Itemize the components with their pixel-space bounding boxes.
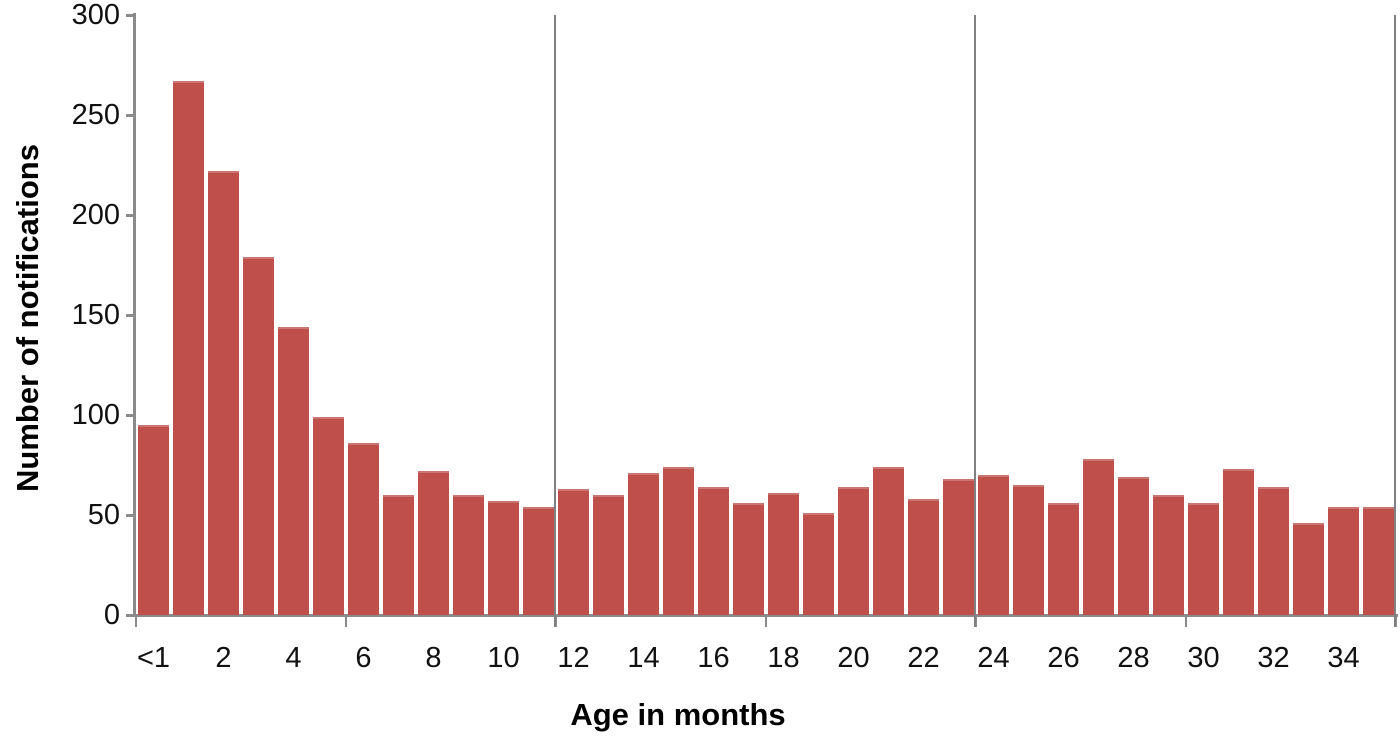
y-tick-200 [126,214,135,217]
x-tick-label-34: 34 [1327,642,1360,674]
x-tick-label-8: 8 [425,642,442,674]
bar-month-34 [1328,507,1359,615]
bar-month-12 [558,489,589,615]
y-tick-label-250: 250 [71,99,120,131]
bar-month-17 [733,503,764,615]
x-tick-month-30 [1185,615,1187,627]
y-tick-label-150: 150 [71,299,120,331]
reference-line-month-12 [554,15,556,627]
y-tick-label-100: 100 [71,399,120,431]
x-tick-label-16: 16 [697,642,730,674]
bar-month-32 [1258,487,1289,615]
bar-month-4 [278,327,309,615]
x-tick-label-14: 14 [627,642,660,674]
bar-month-25 [1013,485,1044,615]
x-axis-line [127,614,1398,617]
bar-month-15 [663,467,694,615]
y-tick-250 [126,114,135,117]
bar-month-24 [978,475,1009,615]
bar-month-16 [698,487,729,615]
plot-area [136,15,1396,627]
bar-month-22 [908,499,939,615]
y-tick-50 [126,514,135,517]
bar-month-30 [1188,503,1219,615]
bar-month-27 [1083,459,1114,615]
bar-month-2 [208,171,239,615]
reference-line-month-36 [1394,15,1396,627]
x-tick-label-lt1: <1 [136,642,171,674]
bar-month-5 [313,417,344,615]
bar-month-29 [1153,495,1184,615]
x-tick-label-10: 10 [487,642,520,674]
y-tick-label-300: 300 [71,0,120,31]
y-tick-0 [126,614,135,617]
bar-month-14 [628,473,659,615]
x-tick-label-30: 30 [1187,642,1220,674]
x-tick-label-26: 26 [1047,642,1080,674]
bar-month-9 [453,495,484,615]
bar-month-1 [173,81,204,615]
x-tick-month-36 [1395,615,1397,627]
bar-month-18 [768,493,799,615]
bar-month-7 [383,495,414,615]
y-tick-100 [126,414,135,417]
bar-month-13 [593,495,624,615]
bar-month-lt1 [138,425,169,615]
bar-month-11 [523,507,554,615]
x-tick-month-6 [345,615,347,627]
bar-month-23 [943,479,974,615]
bar-month-33 [1293,523,1324,615]
x-tick-label-22: 22 [907,642,940,674]
y-tick-label-50: 50 [87,499,120,531]
bar-month-26 [1048,503,1079,615]
x-tick-month-24 [975,615,977,627]
bar-month-35 [1363,507,1394,615]
x-tick-month-12 [555,615,557,627]
x-tick-label-12: 12 [557,642,590,674]
bar-month-21 [873,467,904,615]
bar-month-19 [803,513,834,615]
bar-month-31 [1223,469,1254,615]
bar-month-3 [243,257,274,615]
y-tick-label-200: 200 [71,199,120,231]
y-tick-150 [126,314,135,317]
x-tick-label-28: 28 [1117,642,1150,674]
x-tick-label-2: 2 [215,642,232,674]
bar-month-6 [348,443,379,615]
bar-month-20 [838,487,869,615]
x-tick-label-32: 32 [1257,642,1290,674]
bar-month-10 [488,501,519,615]
x-tick-label-20: 20 [837,642,870,674]
bar-month-28 [1118,477,1149,615]
x-tick-month-18 [765,615,767,627]
x-tick-label-6: 6 [355,642,372,674]
reference-line-month-24 [974,15,976,627]
x-tick-label-18: 18 [767,642,800,674]
y-tick-label-0: 0 [103,599,120,631]
x-tick-label-4: 4 [285,642,302,674]
bar-month-8 [418,471,449,615]
x-tick-label-24: 24 [977,642,1010,674]
y-tick-300 [126,14,135,17]
x-tick-month-0 [135,615,137,627]
x-axis-title: Age in months [570,697,786,732]
